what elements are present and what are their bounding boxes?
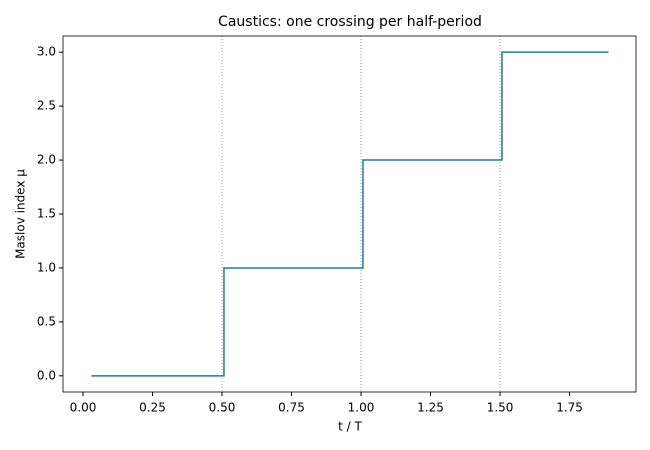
x-tick-label: 1.75 [556, 401, 583, 415]
x-tick-label: 1.50 [487, 401, 514, 415]
y-tick-label: 2.5 [37, 99, 56, 113]
x-tick-label: 0.75 [278, 401, 305, 415]
y-axis-label: Maslov index μ [14, 169, 28, 259]
x-tick-label: 1.25 [417, 401, 444, 415]
chart-title: Caustics: one crossing per half-period [218, 14, 482, 30]
y-tick-label: 1.5 [37, 207, 56, 221]
plot-frame [62, 35, 637, 393]
x-tick-label: 0.25 [139, 401, 166, 415]
x-axis-label: t / T [338, 420, 362, 434]
x-tick-label: 0.50 [209, 401, 236, 415]
y-tick-label: 0.0 [37, 368, 56, 382]
y-tick-label: 3.0 [37, 45, 56, 59]
x-tick-label: 1.00 [348, 401, 375, 415]
y-tick-label: 1.0 [37, 260, 56, 274]
y-tick-label: 2.0 [37, 153, 56, 167]
line-series [91, 51, 609, 377]
x-tick-label: 0.00 [70, 401, 97, 415]
y-tick-label: 0.5 [37, 314, 56, 328]
